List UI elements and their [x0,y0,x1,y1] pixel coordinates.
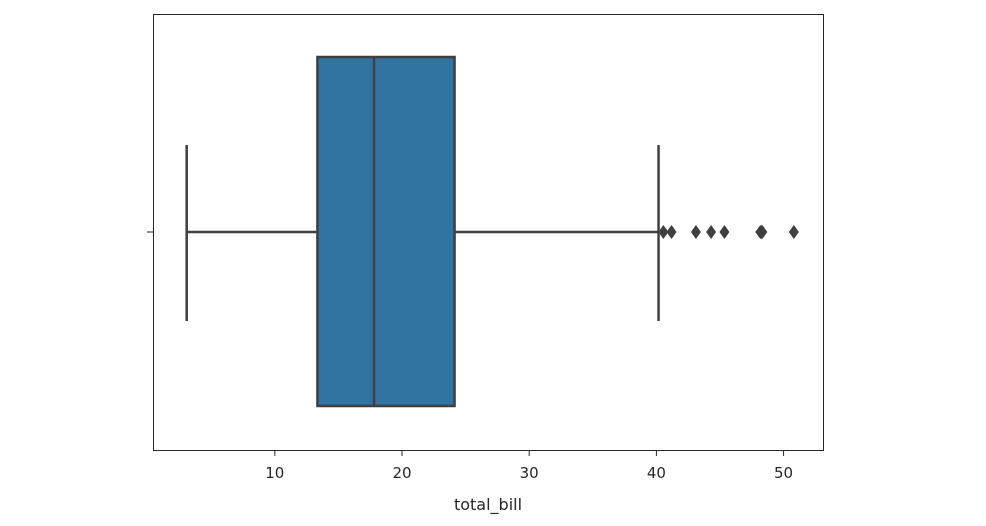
outlier-point [690,225,701,239]
outlier-point [788,225,799,239]
outlier-point [666,225,677,239]
outlier-point [658,225,669,239]
x-axis: 10 20 30 40 50 [265,450,793,482]
x-tick-label: 30 [520,464,539,482]
x-tick-label: 20 [392,464,411,482]
x-tick-label: 40 [647,464,666,482]
x-tick-label: 10 [265,464,284,482]
outlier-point [757,225,768,239]
x-axis-label: total_bill [454,495,522,515]
interquartile-box [316,55,456,408]
outlier-point [719,225,730,239]
outlier-point [706,225,717,239]
box-layer [185,55,799,408]
x-tick-label: 50 [774,464,793,482]
